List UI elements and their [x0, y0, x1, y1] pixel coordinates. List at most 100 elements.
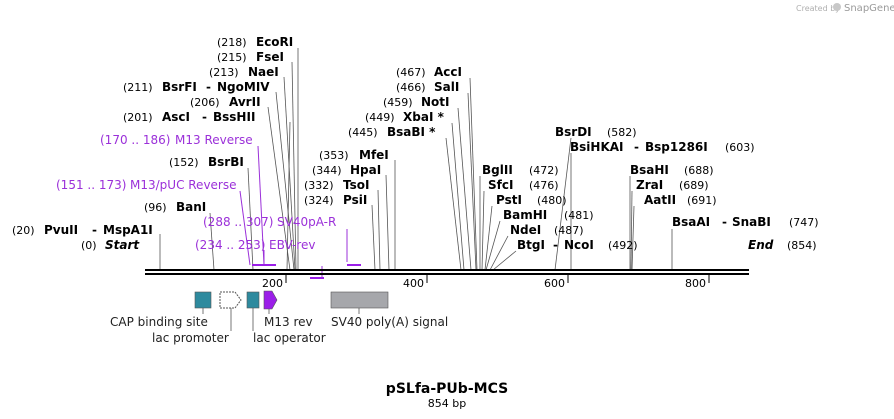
site-position: (476)	[529, 179, 559, 192]
site-position: (688)	[684, 164, 714, 177]
left-site-connectors	[159, 48, 299, 271]
enzyme-label: ZraI	[636, 178, 663, 192]
svg-text:-: -	[722, 215, 727, 229]
enzyme-label: SfcI	[488, 178, 513, 192]
end-position: (854)	[787, 239, 817, 252]
enzyme-label: NcoI	[564, 238, 594, 252]
mid-site-connectors	[371, 77, 478, 271]
site-position: (459)	[383, 96, 413, 109]
site-position: (603)	[725, 141, 755, 154]
site-position: (445)	[348, 126, 378, 139]
site-position: (215)	[217, 51, 247, 64]
enzyme-label: BsaBI *	[387, 125, 436, 139]
enzyme-label: PsiI	[343, 193, 367, 207]
primer-range: (151 .. 173)	[56, 178, 126, 192]
feature-label: CAP binding site	[110, 315, 208, 329]
enzyme-label: XbaI *	[403, 110, 445, 124]
start-position: (0)	[81, 239, 97, 252]
site-position: (691)	[687, 194, 717, 207]
site-position: (582)	[607, 126, 637, 139]
enzyme-label: HpaI	[350, 163, 381, 177]
feature-label: lac promoter	[152, 331, 229, 345]
mid-site-labels: (467) AccI (466) SalI (459) NotI (449) X…	[304, 65, 462, 207]
site-position: (332)	[304, 179, 334, 192]
enzyme-label: EcoRI	[256, 35, 293, 49]
site-position: (449)	[365, 111, 395, 124]
axis: 200 400 600 800	[262, 275, 710, 290]
right-site-labels: BglII (472) SfcI (476) PstI (480) BamHI …	[482, 163, 638, 252]
enzyme-label: NaeI	[248, 65, 279, 79]
enzyme-label: AccI	[434, 65, 462, 79]
svg-text:-: -	[92, 223, 97, 237]
enzyme-label: NgoMIV	[217, 80, 270, 94]
primer-name: SV40pA-R	[277, 215, 336, 229]
snapgene-watermark: Created by SnapGene	[796, 3, 894, 14]
start-label: Start	[105, 238, 140, 252]
enzyme-label: AscI	[162, 110, 190, 124]
feature-label: lac operator	[253, 331, 326, 345]
site-position: (467)	[396, 66, 426, 79]
site-position: (466)	[396, 81, 426, 94]
lac-operator-feature	[246, 291, 260, 309]
enzyme-label: BsaAI	[672, 215, 710, 229]
axis-tick-label: 400	[403, 277, 424, 290]
feature-track: CAP binding site lac promoter lac operat…	[110, 290, 448, 345]
enzyme-label: NotI	[421, 95, 450, 109]
svg-text:-: -	[206, 80, 211, 94]
site-position: (324)	[304, 194, 334, 207]
primer-bars	[252, 264, 361, 279]
lac-promoter-feature	[219, 291, 242, 309]
enzyme-label: BsrFI	[162, 80, 197, 94]
svg-text:-: -	[553, 238, 558, 252]
snapgene-logo-icon	[833, 3, 841, 11]
site-position: (206)	[190, 96, 220, 109]
far-site-labels: BsrDI (582) BsiHKAI - Bsp1286I (603) Bsa…	[555, 125, 819, 252]
site-position: (201)	[123, 111, 153, 124]
far-site-connectors	[554, 137, 673, 271]
primer-range: (288 .. 307)	[203, 215, 273, 229]
primer-range: (234 .. 253)	[195, 238, 265, 252]
enzyme-label: BssHII	[213, 110, 255, 124]
right-site-connectors	[479, 176, 517, 271]
svg-text:-: -	[202, 110, 207, 124]
plasmid-title: pSLfa-PUb-MCS	[386, 381, 508, 397]
svg-text:-: -	[634, 140, 639, 154]
primer-name: EBV-rev	[269, 238, 315, 252]
enzyme-label: BsaHI	[630, 163, 669, 177]
enzyme-label: PstI	[496, 193, 522, 207]
site-position: (218)	[217, 36, 247, 49]
enzyme-label: TsoI	[343, 178, 369, 192]
site-position: (689)	[679, 179, 709, 192]
left-site-labels: (218) EcoRI (215) FseI (213) NaeI (211) …	[12, 35, 293, 252]
enzyme-label: MfeI	[359, 148, 389, 162]
watermark-brand: SnapGene	[844, 3, 894, 14]
site-position: (213)	[209, 66, 239, 79]
end-label: End	[748, 238, 774, 252]
feature-label: SV40 poly(A) signal	[331, 315, 448, 329]
enzyme-label: NdeI	[510, 223, 541, 237]
enzyme-label: AvrII	[229, 95, 261, 109]
site-position: (492)	[608, 239, 638, 252]
enzyme-label: PvuII	[44, 223, 78, 237]
enzyme-label: Bsp1286I	[645, 140, 708, 154]
dna-backbone	[145, 269, 749, 275]
enzyme-label: BtgI	[517, 238, 545, 252]
site-position: (344)	[312, 164, 342, 177]
site-position: (96)	[144, 201, 167, 214]
enzyme-label: BsrDI	[555, 125, 592, 139]
primer-name: M13 Reverse	[175, 133, 253, 147]
enzyme-label: BamHI	[503, 208, 547, 222]
enzyme-label: FseI	[256, 50, 284, 64]
axis-tick-label: 800	[685, 277, 706, 290]
site-position: (480)	[537, 194, 567, 207]
primer-range: (170 .. 186)	[100, 133, 170, 147]
primer-connectors	[239, 145, 348, 266]
sv40-polya-feature	[330, 291, 389, 309]
feature-label: M13 rev	[264, 315, 313, 329]
enzyme-label: SnaBI	[732, 215, 771, 229]
axis-tick-label: 600	[544, 277, 565, 290]
enzyme-label: BsrBI	[208, 155, 244, 169]
site-position: (211)	[123, 81, 153, 94]
site-position: (472)	[529, 164, 559, 177]
